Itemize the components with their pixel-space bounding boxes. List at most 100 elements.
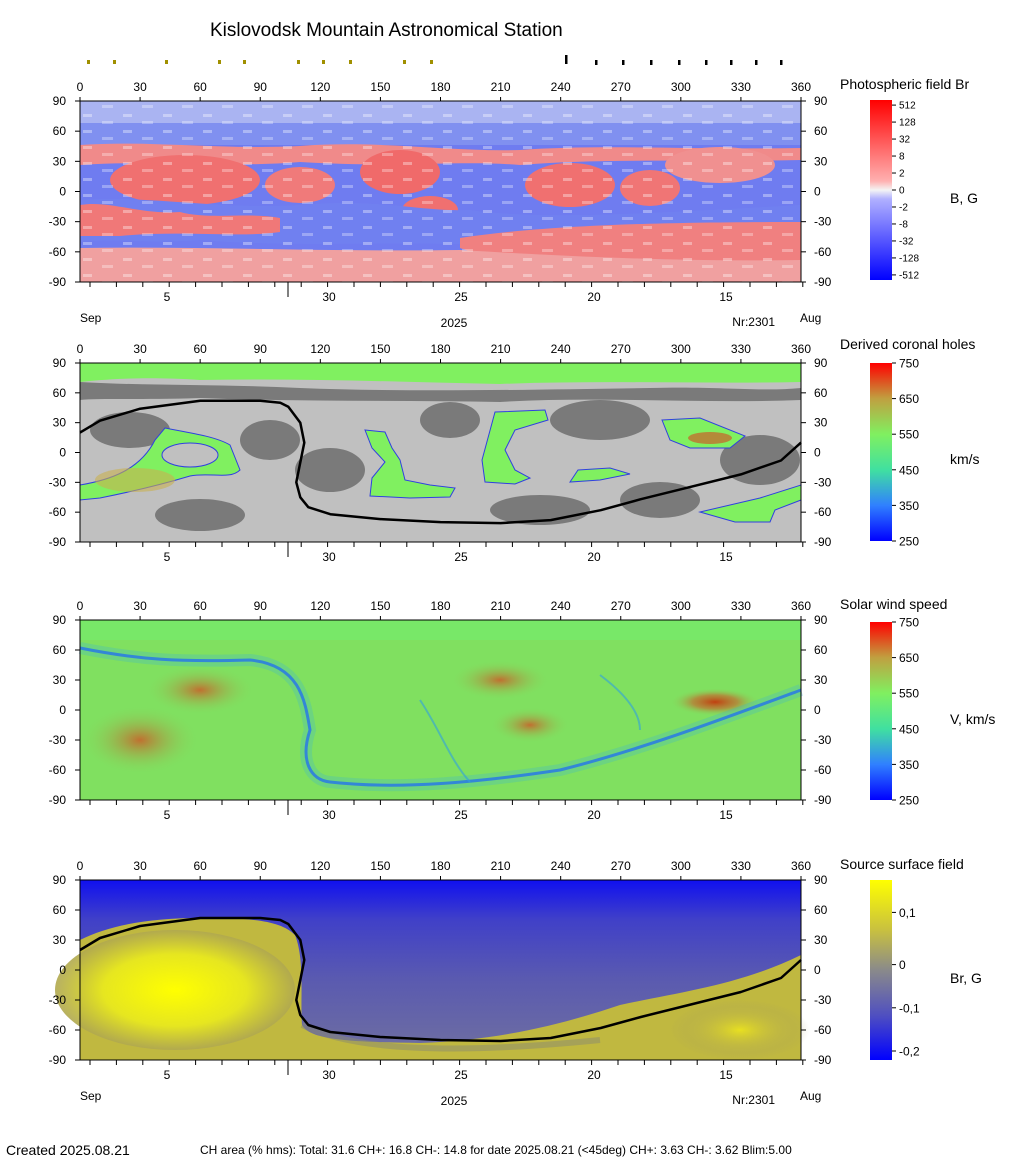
longitude-tick-label: 150 xyxy=(370,342,390,356)
longitude-tick-label: 240 xyxy=(551,342,571,356)
date-tick-label: 20 xyxy=(587,290,601,304)
longitude-tick-label: 360 xyxy=(791,342,811,356)
longitude-tick-label: 90 xyxy=(254,342,268,356)
date-tick-label: 5 xyxy=(164,808,171,822)
latitude-tick-label-left: -60 xyxy=(49,763,67,777)
day-marker xyxy=(705,60,708,65)
longitude-tick-label: 240 xyxy=(551,599,571,613)
longitude-tick-label: 210 xyxy=(491,342,511,356)
latitude-tick-label-right: -90 xyxy=(814,1053,832,1067)
colorbar-tick-label: 450 xyxy=(899,722,919,736)
colorbar-tick-label: -512 xyxy=(899,270,919,281)
colorbar-tick-label: 550 xyxy=(899,428,919,442)
longitude-tick-label: 30 xyxy=(133,342,147,356)
latitude-tick-label-right: 60 xyxy=(814,386,828,400)
year-label: 2025 xyxy=(441,316,468,330)
latitude-tick-label-right: 0 xyxy=(814,446,821,460)
latitude-tick-label-left: 30 xyxy=(53,673,67,687)
latitude-tick-label-left: 60 xyxy=(53,643,67,657)
latitude-tick-label-left: 90 xyxy=(53,873,67,887)
latitude-tick-label-left: -60 xyxy=(49,245,67,259)
day-marker xyxy=(113,60,116,64)
date-tick-label: 25 xyxy=(454,808,468,822)
colorbar-tick-label: 350 xyxy=(899,758,919,772)
footer-stats: CH area (% hms): Total: 31.6 CH+: 16.8 C… xyxy=(200,1143,792,1157)
date-tick-label: 5 xyxy=(164,290,171,304)
latitude-tick-label-left: -60 xyxy=(49,1023,67,1037)
latitude-tick-label-right: 0 xyxy=(814,703,821,717)
solar-wind-map xyxy=(78,620,804,800)
longitude-tick-label: 300 xyxy=(671,859,691,873)
latitude-tick-label-right: -60 xyxy=(814,245,832,259)
longitude-tick-label: 60 xyxy=(193,80,207,94)
colorbar-tick-label: -0,1 xyxy=(899,1001,920,1015)
longitude-tick-label: 90 xyxy=(254,80,268,94)
longitude-tick-label: 0 xyxy=(77,599,84,613)
latitude-tick-label-right: 90 xyxy=(814,873,828,887)
date-tick-label: 15 xyxy=(719,1068,733,1082)
date-tick-label: 25 xyxy=(454,1068,468,1082)
latitude-tick-label-left: 90 xyxy=(53,356,67,370)
latitude-tick-label-right: -90 xyxy=(814,535,832,549)
longitude-tick-label: 180 xyxy=(430,859,450,873)
day-marker xyxy=(650,60,653,65)
longitude-tick-label: 330 xyxy=(731,80,751,94)
unit-coronal-holes: km/s xyxy=(950,451,980,467)
colorbar-tick-label: 650 xyxy=(899,392,919,406)
longitude-tick-label: 90 xyxy=(254,859,268,873)
colorbar-tick-label: -128 xyxy=(899,253,919,264)
longitude-tick-label: 360 xyxy=(791,80,811,94)
day-marker xyxy=(403,60,406,64)
longitude-tick-label: 30 xyxy=(133,599,147,613)
colorbar-tick-label: 0,1 xyxy=(899,906,916,920)
latitude-tick-label-right: 60 xyxy=(814,124,828,138)
colorbar-tick-label: -8 xyxy=(899,219,908,230)
latitude-tick-label-right: -30 xyxy=(814,733,832,747)
longitude-tick-label: 60 xyxy=(193,859,207,873)
latitude-tick-label-right: 30 xyxy=(814,154,828,168)
panel-title-source-surface: Source surface field xyxy=(840,856,964,872)
longitude-tick-label: 240 xyxy=(551,80,571,94)
day-marker xyxy=(755,60,758,65)
photospheric-map xyxy=(80,101,801,282)
colorbar xyxy=(870,880,892,1060)
colorbar-tick-label: 8 xyxy=(899,152,905,163)
day-marker xyxy=(565,55,568,64)
latitude-tick-label-left: -30 xyxy=(49,733,67,747)
neutral-line xyxy=(79,399,802,525)
latitude-tick-label-right: -60 xyxy=(814,1023,832,1037)
colorbar-tick-label: -0,2 xyxy=(899,1045,920,1059)
latitude-tick-label-left: 90 xyxy=(53,613,67,627)
longitude-tick-label: 300 xyxy=(671,342,691,356)
day-marker xyxy=(165,60,168,64)
longitude-tick-label: 180 xyxy=(430,599,450,613)
longitude-tick-label: 210 xyxy=(491,80,511,94)
longitude-tick-label: 300 xyxy=(671,80,691,94)
month-left-label: Sep xyxy=(80,311,102,325)
date-tick-label: 20 xyxy=(587,1068,601,1082)
day-marker xyxy=(218,60,221,64)
longitude-tick-label: 120 xyxy=(310,342,330,356)
longitude-tick-label: 360 xyxy=(791,859,811,873)
day-marker xyxy=(730,60,733,65)
longitude-tick-label: 90 xyxy=(254,599,268,613)
rotation-label: Nr:2301 xyxy=(732,1093,775,1107)
longitude-tick-label: 150 xyxy=(370,599,390,613)
colorbar-tick-label: -2 xyxy=(899,202,908,213)
latitude-tick-label-right: -30 xyxy=(814,993,832,1007)
latitude-tick-label-left: 30 xyxy=(53,933,67,947)
day-marker xyxy=(322,60,325,64)
colorbar-tick-label: 350 xyxy=(899,499,919,513)
unit-solar-wind: V, km/s xyxy=(950,711,996,727)
latitude-tick-label-right: -30 xyxy=(814,215,832,229)
date-tick-label: 20 xyxy=(587,808,601,822)
longitude-tick-label: 270 xyxy=(611,859,631,873)
longitude-tick-label: 120 xyxy=(310,859,330,873)
longitude-tick-label: 330 xyxy=(731,599,751,613)
date-tick-label: 15 xyxy=(719,290,733,304)
latitude-tick-label-left: 0 xyxy=(59,703,66,717)
longitude-tick-label: 120 xyxy=(310,599,330,613)
day-marker xyxy=(297,60,300,64)
